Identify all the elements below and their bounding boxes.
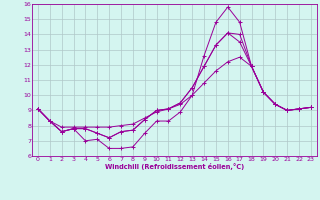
X-axis label: Windchill (Refroidissement éolien,°C): Windchill (Refroidissement éolien,°C) [105, 163, 244, 170]
